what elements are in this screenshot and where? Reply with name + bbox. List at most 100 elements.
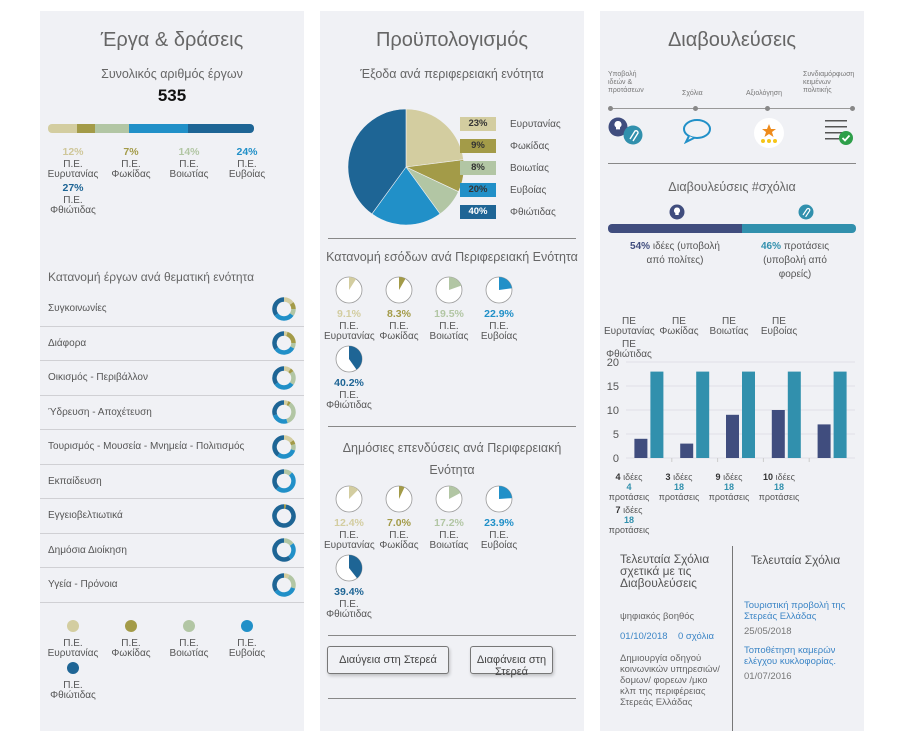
region-legend-item: 24%Π.Ε.Ευβοίας — [218, 147, 276, 180]
donut-segment-voiotia — [289, 576, 294, 587]
proposals-bar-segment — [742, 224, 856, 233]
consult-item-date[interactable]: 01/10/2018 — [620, 631, 668, 642]
ideas-count: 10 — [763, 472, 773, 482]
region-label-name: Ευρυτανίας — [324, 332, 374, 342]
region-label-name: Ευρυτανίας — [44, 170, 102, 180]
theme-row[interactable]: Εκπαίδευση — [40, 465, 304, 500]
theme-row[interactable]: Εγγειοβελτιωτικά — [40, 499, 304, 534]
region-label-name: Φθιώτιδας — [44, 691, 102, 701]
stacked-bar-segment-evoia — [129, 124, 188, 133]
bar-proposals — [788, 372, 801, 458]
ideas-pct: 54% — [630, 241, 650, 252]
region-label-name: Ευβοίας — [218, 649, 276, 659]
stacked-bar-segment-evrytania — [48, 124, 77, 133]
mini-pie-evoia — [484, 484, 514, 514]
pie-legend-label: Ευρυτανίας — [510, 119, 561, 130]
legend-dot-fokida — [125, 620, 137, 632]
ideas-count: 4 — [616, 472, 621, 482]
bar-ideas — [634, 439, 647, 458]
themes-title: Κατανομή έργων ανά θεματική ενότητα — [48, 270, 304, 284]
pie-legend-pct: 20% — [460, 183, 496, 197]
donut-segment-voiotia — [292, 309, 294, 315]
theme-donut-chart — [272, 538, 296, 562]
comment-link[interactable]: Τουριστική προβολή της Στερεάς Ελλάδας — [744, 600, 854, 622]
theme-label: Ύδρευση - Αποχέτευση — [48, 407, 152, 418]
mini-pie-pct: 23.9% — [474, 518, 524, 528]
comment-link[interactable]: Τοποθέτηση καμερών ελέγχου κυκλοφορίας. — [744, 645, 854, 667]
proposals-count: 4 — [604, 482, 654, 492]
donut-segment-evoia — [276, 314, 291, 318]
mini-pie-slice — [499, 277, 512, 290]
proposals-word: προτάσεις — [704, 492, 754, 502]
donut-segment-evoia — [276, 348, 292, 353]
region-pct: 27% — [44, 183, 102, 193]
theme-row[interactable]: Διάφορα — [40, 327, 304, 362]
theme-row[interactable]: Υγεία - Πρόνοια — [40, 568, 304, 603]
proposals-count: 18 — [654, 482, 704, 492]
bar-proposals — [834, 372, 847, 458]
donut-segment-evoia — [275, 415, 287, 422]
region-label-name: Φθιώτιδας — [44, 206, 102, 216]
region-label-name: Φθιώτιδας — [324, 401, 374, 411]
comment-date: 25/05/2018 — [744, 626, 854, 637]
diafaneia-button[interactable]: Διαφάνεια στη Στερεά — [470, 646, 553, 674]
mini-pie-item: 40.2%Π.Ε.Φθιώτιδας — [324, 344, 374, 411]
mini-pie-item: 7.0%Π.Ε.Φωκίδας — [374, 484, 424, 551]
consult-item-comments[interactable]: 0 σχόλια — [678, 631, 714, 642]
investments-title: Δημόσιες επενδύσεις ανά Περιφερειακή Ενό… — [340, 437, 564, 481]
lightbulb-icon — [669, 204, 685, 220]
donut-segment-evoia — [276, 588, 293, 595]
donut-segment-evoia — [277, 474, 293, 490]
divider — [328, 426, 576, 427]
region-legend-item: 7%Π.Ε.Φωκίδας — [102, 147, 160, 180]
cat-name: Ευβοίας — [754, 327, 804, 337]
region-label-name: Φωκίδας — [374, 332, 424, 342]
mini-pie-fthiotida — [334, 553, 364, 583]
theme-donut-chart — [272, 331, 296, 355]
theme-label: Τουρισμός - Μουσεία - Μνημεία - Πολιτισμ… — [48, 441, 244, 452]
region-label-name: Φωκίδας — [102, 649, 160, 659]
vertical-divider — [732, 546, 733, 731]
diavgeia-button[interactable]: Διαύγεια στη Στερεά — [327, 646, 449, 674]
donut-segment-evrytania — [284, 403, 287, 404]
donut-segment-fthiotida — [275, 506, 294, 525]
pie-legend-label: Φωκίδας — [510, 141, 549, 152]
ideas-count-row: 10 ιδέες — [754, 472, 804, 482]
pie-legend-pct: 40% — [460, 205, 496, 219]
theme-row[interactable]: Ύδρευση - Αποχέτευση — [40, 396, 304, 431]
region-label-name: Ευβοίας — [474, 332, 524, 342]
mini-pie-fokida — [384, 275, 414, 305]
theme-row[interactable]: Συγκοινωνίες — [40, 292, 304, 327]
theme-row[interactable]: Δημόσια Διοίκηση — [40, 534, 304, 569]
proposals-word: προτάσεις — [604, 525, 654, 535]
region-color-legend-item: Π.Ε.Φθιώτιδας — [44, 662, 102, 701]
region-label-name: Ευβοίας — [474, 541, 524, 551]
proposals-word: προτάσεις — [654, 492, 704, 502]
mini-pie-item: 17.2%Π.Ε.Βοιωτίας — [424, 484, 474, 551]
bar-proposals — [650, 372, 663, 458]
mini-pie-pct: 7.0% — [374, 518, 424, 528]
divider — [328, 698, 576, 699]
legend-dot-voiotia — [183, 620, 195, 632]
region-color-legend-item: Π.Ε.Φωκίδας — [102, 620, 160, 659]
pie-legend-item: 40%Φθιώτιδας — [460, 201, 561, 223]
theme-row[interactable]: Οικισμός - Περιβάλλον — [40, 361, 304, 396]
pie-legend-pct: 8% — [460, 161, 496, 175]
theme-row[interactable]: Τουρισμός - Μουσεία - Μνημεία - Πολιτισμ… — [40, 430, 304, 465]
works-stacked-bar — [48, 124, 254, 133]
ideas-count-row: 4 ιδέες — [604, 472, 654, 482]
theme-donut-chart — [272, 435, 296, 459]
y-tick-label: 15 — [607, 381, 619, 393]
region-label-name: Ευρυτανίας — [324, 541, 374, 551]
pie-legend-label: Ευβοίας — [510, 185, 546, 196]
timeline-dot — [608, 106, 613, 111]
total-works-label: Συνολικός αριθμός έργων — [40, 67, 304, 81]
divider — [608, 163, 856, 164]
